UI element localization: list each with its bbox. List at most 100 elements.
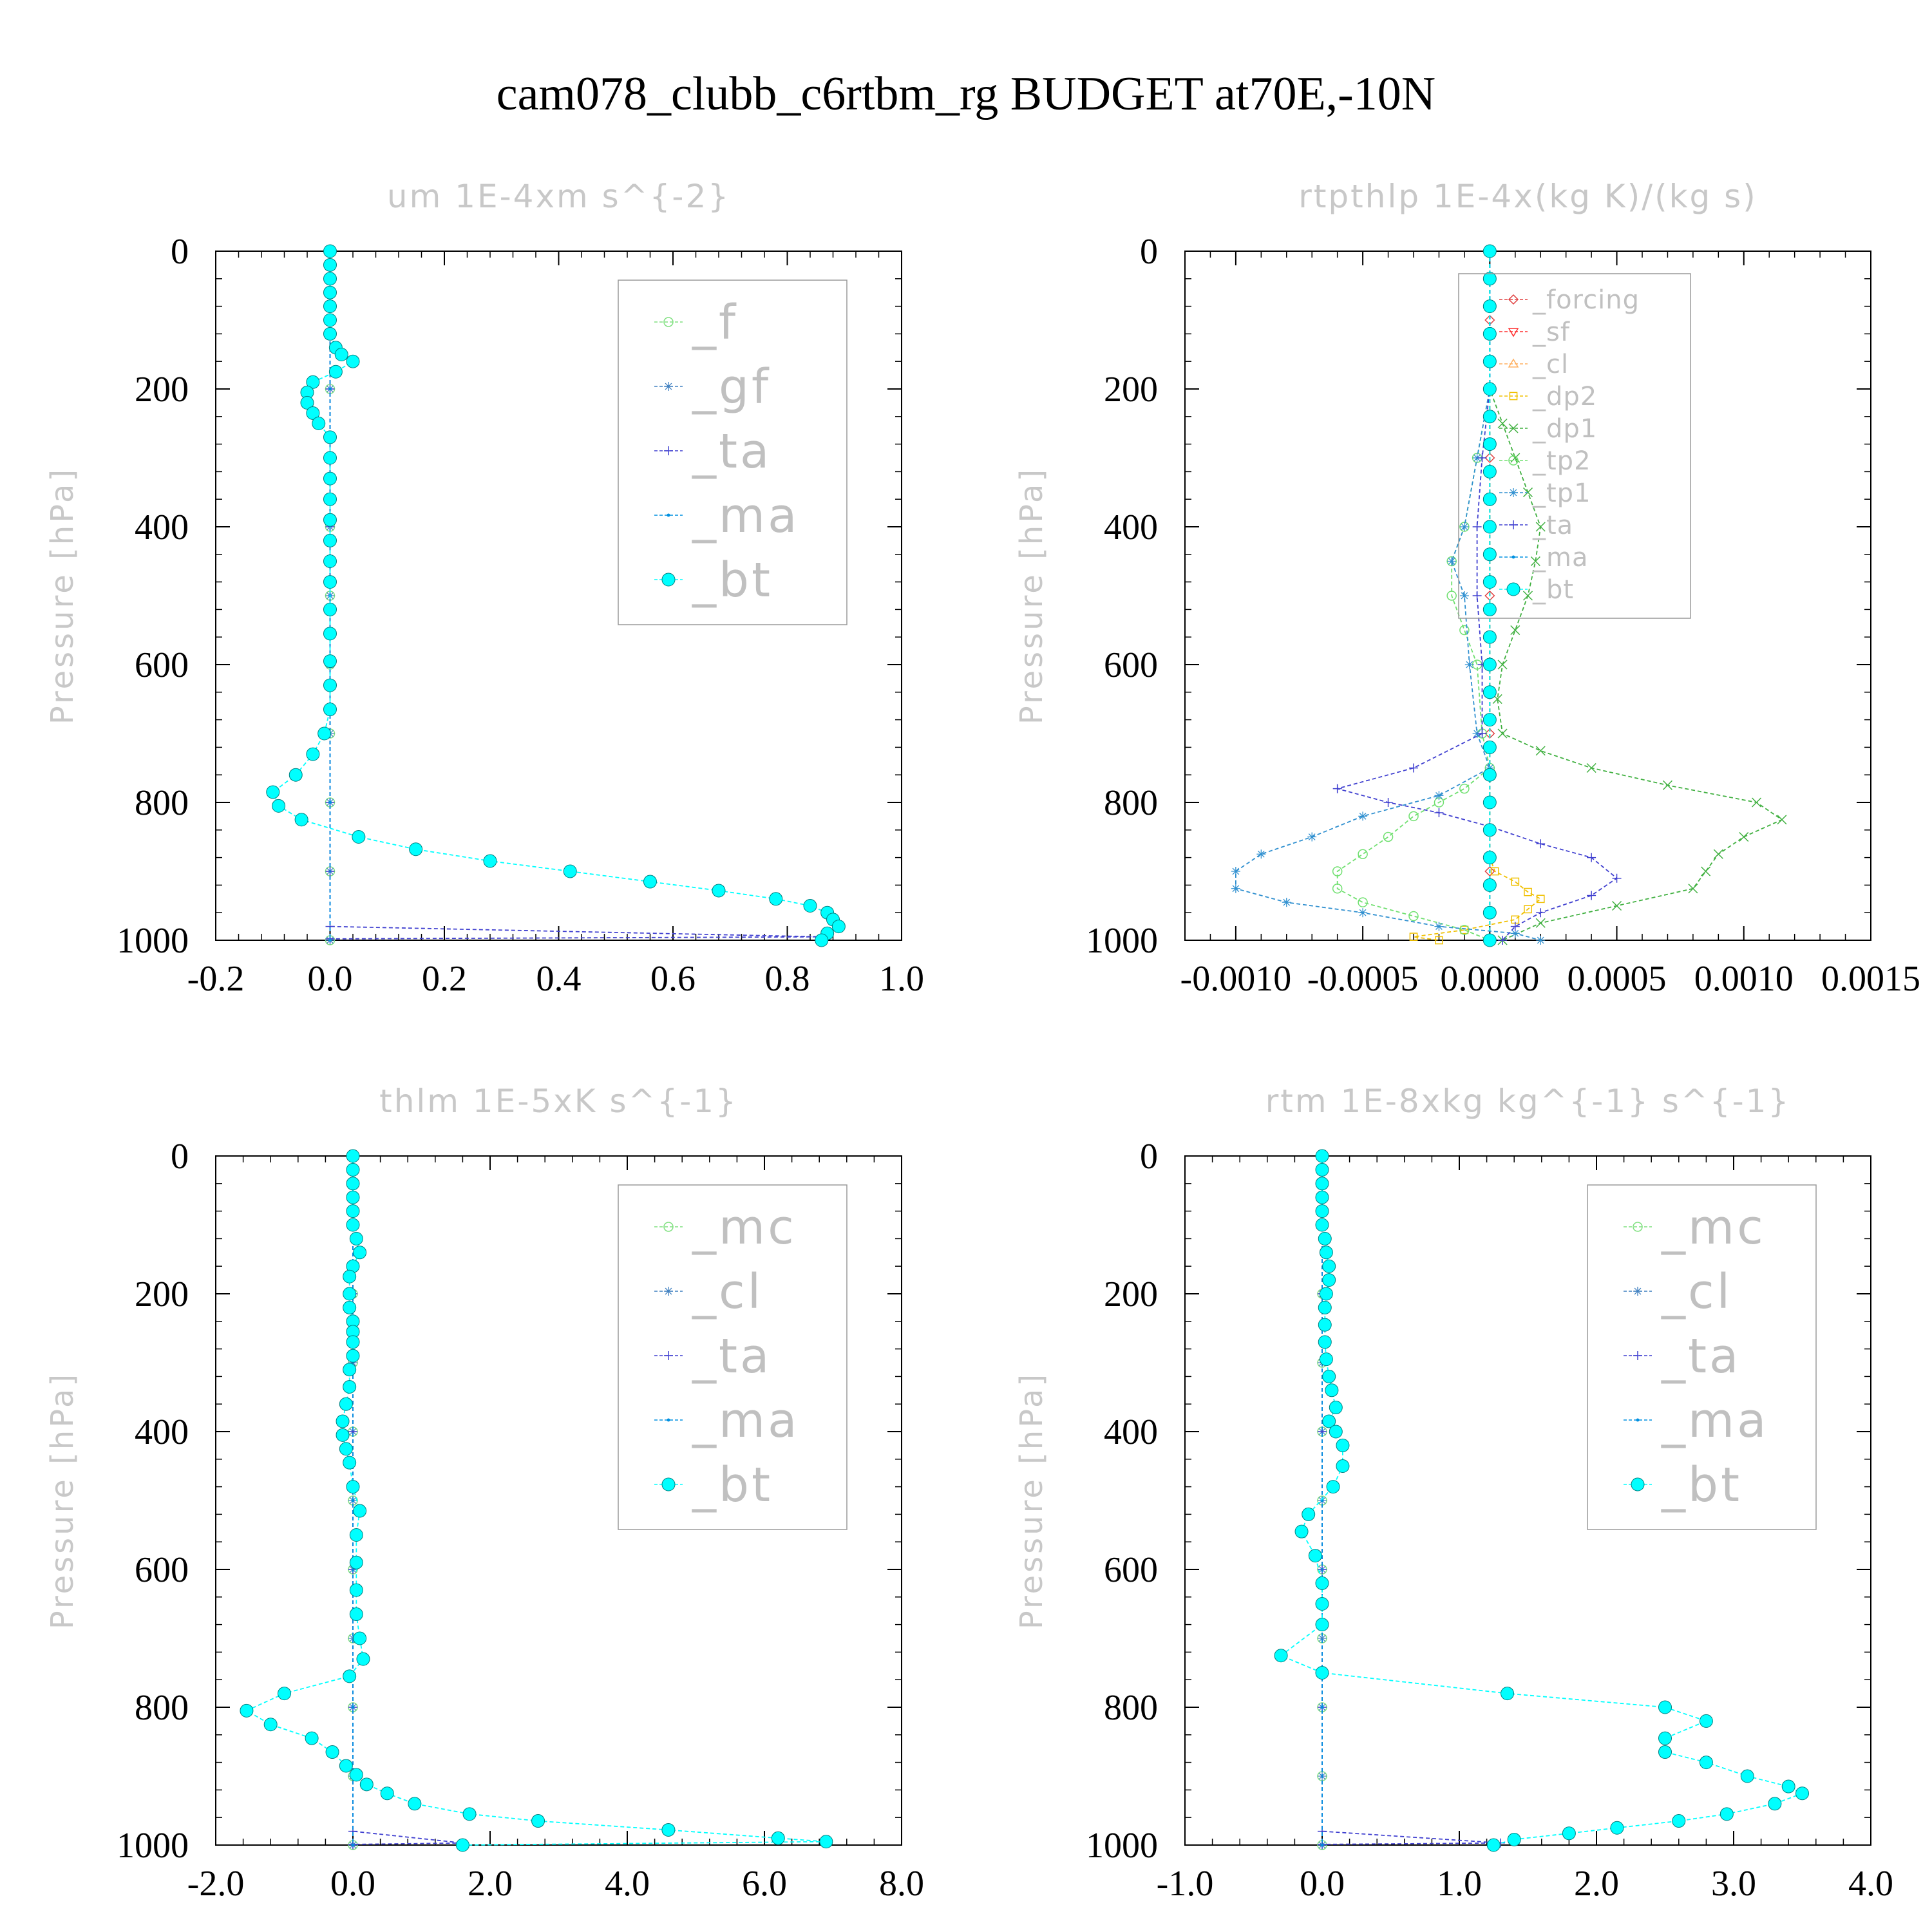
data-point xyxy=(1562,1826,1576,1841)
data-point xyxy=(323,492,337,506)
data-point xyxy=(1497,659,1508,670)
data-point xyxy=(1482,823,1497,837)
data-point xyxy=(380,1786,394,1801)
data-point xyxy=(455,1838,469,1852)
data-point xyxy=(1315,1190,1329,1204)
series-bt xyxy=(1482,244,1497,947)
legend-marker xyxy=(667,1418,670,1422)
data-point xyxy=(1497,418,1508,429)
data-point xyxy=(343,1379,357,1394)
legend-marker xyxy=(664,1351,673,1360)
legend-box xyxy=(618,1184,848,1530)
series-line xyxy=(352,1156,463,1845)
data-point xyxy=(1482,851,1497,865)
data-point xyxy=(803,899,817,913)
data-point xyxy=(1739,831,1749,842)
data-point xyxy=(1522,591,1533,601)
x-tick-label: 2.0 xyxy=(468,1864,513,1904)
y-tick-label: 400 xyxy=(135,1412,189,1452)
data-point xyxy=(1662,780,1672,790)
x-tick-label: -0.2 xyxy=(187,959,245,999)
legend-marker xyxy=(1508,455,1519,466)
legend-marker xyxy=(664,382,673,391)
data-point xyxy=(1482,354,1497,368)
y-tick-label: 1000 xyxy=(117,921,189,961)
y-tick-label: 200 xyxy=(135,1274,189,1314)
data-point xyxy=(1315,1666,1329,1680)
data-point xyxy=(1536,908,1546,918)
data-point xyxy=(643,875,657,889)
data-point xyxy=(323,285,337,299)
y-tick-label: 1000 xyxy=(117,1826,189,1866)
data-point xyxy=(1318,1300,1332,1314)
legend-label: _forcing xyxy=(1532,285,1640,315)
legend-marker xyxy=(664,1287,673,1296)
data-point xyxy=(1482,520,1497,534)
x-tick-label: -0.0010 xyxy=(1180,959,1292,999)
data-point xyxy=(1482,410,1497,424)
data-point xyxy=(1446,591,1457,601)
data-point xyxy=(1358,908,1368,918)
data-point xyxy=(1535,918,1546,928)
data-point xyxy=(1530,556,1540,567)
y-axis-label: Pressure [hPa] xyxy=(1014,1372,1050,1629)
data-point xyxy=(346,1349,360,1363)
data-point xyxy=(346,1162,360,1177)
data-point xyxy=(1294,1524,1309,1539)
y-tick-label: 600 xyxy=(1104,645,1158,685)
data-point xyxy=(1699,1714,1713,1728)
y-tick-label: 400 xyxy=(135,507,189,547)
data-point xyxy=(831,920,846,934)
data-point xyxy=(323,471,337,486)
figure-title: cam078_clubb_c6rtbm_rg BUDGET at70E,-10N xyxy=(497,68,1436,120)
data-point xyxy=(323,678,337,692)
data-point xyxy=(294,813,308,827)
x-tick-label: -1.0 xyxy=(1157,1864,1214,1904)
data-point xyxy=(771,1831,785,1845)
data-point xyxy=(1482,713,1497,727)
data-point xyxy=(272,799,286,813)
data-point xyxy=(339,1759,353,1773)
legend-marker xyxy=(1509,392,1518,401)
x-tick-label: 0.0000 xyxy=(1440,959,1539,999)
data-point xyxy=(1688,884,1698,894)
data-point xyxy=(1472,453,1482,462)
legend-label: _ma xyxy=(692,1393,799,1448)
data-point xyxy=(1358,849,1368,859)
data-point xyxy=(1511,877,1520,886)
legend-label: _bt xyxy=(692,553,773,608)
data-point xyxy=(349,1528,363,1542)
data-point xyxy=(1464,660,1474,669)
data-point xyxy=(1282,898,1291,907)
panel-title: rtm 1E-8xkg kg^{-1} s^{-1} xyxy=(1265,1083,1791,1120)
data-point xyxy=(346,1177,360,1191)
data-point xyxy=(1322,1414,1336,1428)
data-point xyxy=(1535,746,1546,756)
data-point xyxy=(1507,1832,1521,1846)
data-point xyxy=(1231,867,1240,876)
y-tick-label: 200 xyxy=(135,370,189,410)
data-point xyxy=(1498,936,1508,945)
data-point xyxy=(1409,763,1418,773)
data-point xyxy=(1482,547,1497,562)
data-point xyxy=(1336,1459,1350,1473)
data-point xyxy=(1658,1731,1672,1745)
data-point xyxy=(1612,900,1622,911)
legend-marker xyxy=(1508,358,1519,368)
data-point xyxy=(1482,795,1497,810)
data-point xyxy=(317,726,332,741)
data-point xyxy=(1315,1177,1329,1191)
data-point xyxy=(1318,1318,1332,1332)
legend-label: _f xyxy=(692,295,738,350)
plot-frame xyxy=(1184,251,1871,941)
data-point xyxy=(1434,808,1444,818)
y-axis-label: Pressure [hPa] xyxy=(1014,467,1050,724)
data-point xyxy=(323,327,337,341)
legend: _forcing_sf _cl _dp2_dp1_tp2_tp1 _ta _ma_bt xyxy=(1458,273,1691,619)
data-point xyxy=(328,365,343,379)
data-point xyxy=(1672,1814,1686,1828)
data-point xyxy=(323,313,337,327)
data-point xyxy=(1484,452,1495,464)
data-point xyxy=(1658,1700,1672,1714)
